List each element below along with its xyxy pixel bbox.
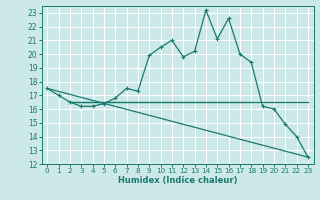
X-axis label: Humidex (Indice chaleur): Humidex (Indice chaleur) [118, 176, 237, 185]
